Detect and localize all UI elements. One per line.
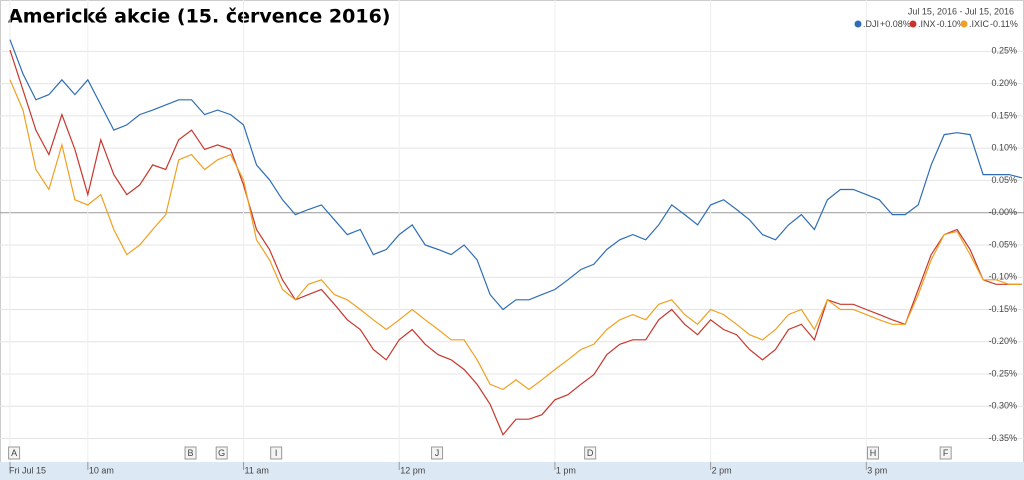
y-tick-label: 0.25%: [991, 46, 1017, 56]
x-tick-label: 1 pm: [556, 465, 576, 475]
legend-marker: [854, 20, 862, 28]
y-tick-label: 0.05%: [991, 175, 1017, 185]
news-flag-label: J: [435, 448, 440, 458]
date-range: Jul 15, 2016 - Jul 15, 2016: [908, 6, 1014, 16]
x-tick-label: 11 am: [245, 465, 269, 475]
series-line: [9, 49, 1022, 436]
news-flag: [939, 446, 952, 460]
time-bar: [0, 462, 1024, 480]
legend-marker: [960, 20, 968, 28]
legend-label: .IXIC: [969, 19, 990, 29]
y-tick-label: 0.15%: [991, 110, 1017, 120]
news-flag-label: B: [188, 448, 194, 458]
y-tick-label: -0.20%: [988, 336, 1017, 346]
legend-label: .DJI: [863, 19, 879, 29]
y-tick-label: -0.05%: [988, 239, 1017, 249]
news-flag-label: G: [218, 448, 225, 458]
news-flag: [584, 446, 597, 460]
y-tick-label: -0.15%: [988, 304, 1017, 314]
legend-label: .INX: [918, 19, 936, 29]
y-tick-label: -0.30%: [988, 401, 1017, 411]
y-tick-label: -0.35%: [988, 433, 1017, 443]
chart-title: Americké akcie (15. července 2016): [8, 6, 391, 28]
y-tick-label: 0.10%: [991, 143, 1017, 153]
x-tick-label: 2 pm: [712, 465, 732, 475]
series-line: [9, 79, 1022, 391]
legend-marker: [909, 20, 917, 28]
news-flag-label: F: [943, 448, 949, 458]
x-tick-label: 12 pm: [400, 465, 425, 475]
news-flag: [184, 446, 197, 460]
x-tick-label: 10 am: [89, 465, 114, 475]
news-flag: [270, 446, 283, 460]
legend-change: -0.11%: [990, 19, 1018, 29]
y-tick-label: -0.25%: [988, 368, 1017, 378]
news-flag-label: A: [11, 448, 17, 458]
x-tick-label: 3 pm: [867, 465, 887, 475]
y-tick-label: 0.20%: [991, 78, 1017, 88]
legend-change: +0.08%: [880, 19, 911, 29]
x-tick-label: Fri Jul 15: [9, 465, 46, 475]
news-flag-label: D: [587, 448, 594, 458]
news-flag: [866, 446, 879, 460]
news-flag: [8, 446, 21, 460]
news-flag: [431, 446, 444, 460]
series-line: [9, 39, 1023, 311]
legend-change: -0.10%: [937, 19, 966, 29]
news-flag-label: H: [870, 448, 877, 458]
y-tick-label: -0.10%: [988, 272, 1017, 282]
y-tick-label: -0.00%: [988, 207, 1017, 217]
news-flag: [215, 446, 228, 460]
news-flag-label: I: [275, 448, 278, 458]
